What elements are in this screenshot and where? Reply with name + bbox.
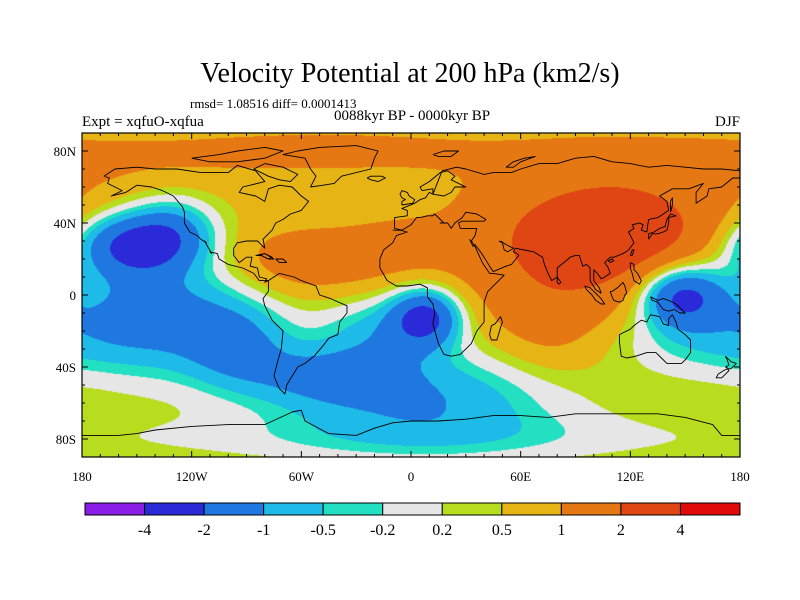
axis-ticks [81, 132, 741, 458]
new-guinea-coast [650, 296, 686, 314]
east-asia-coast [469, 177, 740, 294]
north-america-coast [103, 164, 310, 283]
colorbar-swatch [203, 502, 265, 516]
hainan-coast [607, 258, 615, 264]
stats-label: rmsd= 1.08516 diff= 0.0001413 [190, 96, 356, 111]
y-tick-label: 40S [56, 360, 76, 375]
colorbar-swatch [620, 502, 681, 516]
y-tick-label: 80N [54, 144, 77, 159]
cuba-coast [257, 253, 273, 260]
y-tick-label: 40N [54, 216, 77, 231]
hudson-bay-islands-coast [253, 163, 299, 183]
svalbard-coast [432, 150, 459, 157]
colorbar-label: -2 [197, 522, 210, 539]
sri-lanka-coast [556, 276, 562, 285]
greenland-coast [282, 145, 379, 188]
iceland-coast [366, 175, 386, 183]
colorbar-label: -1 [257, 522, 270, 539]
colorbar-label: -4 [138, 522, 151, 539]
colorbar-label: 4 [676, 522, 684, 539]
novaya-zemlya-coast [505, 155, 536, 168]
season-label: DJF [715, 114, 740, 130]
colorbar-swatch [560, 502, 622, 516]
japan-coast [648, 213, 677, 240]
colorbar-swatch [679, 502, 741, 516]
arabian-gulf-coast [498, 240, 514, 253]
colorbar-swatch [441, 502, 503, 516]
madagascar-coast [489, 316, 503, 341]
sakhalin-coast [670, 197, 673, 213]
colorbar-swatch [144, 502, 205, 516]
period-label: 0088kyr BP - 0000kyr BP [334, 108, 490, 124]
x-tick-label: 180 [72, 469, 92, 484]
sumatra-coast [584, 285, 606, 305]
eurasia-africa-coast [379, 155, 741, 357]
colorbar-swatch [84, 502, 146, 516]
coastlines [82, 145, 741, 436]
x-tick-label: 60W [289, 469, 315, 484]
y-tick-label: 0 [70, 288, 77, 303]
arctic-islands-coast [191, 146, 284, 163]
y-tick-labels: 80N 40N 0 40S 80S [54, 144, 77, 447]
colorbar-label: -0.5 [311, 522, 336, 539]
colorbar-label: 0.5 [492, 522, 512, 539]
experiment-label: Expt = xqfuO-xqfua [82, 114, 204, 130]
colorbar-swatch [263, 502, 324, 516]
new-zealand-south-coast [715, 368, 730, 379]
australia-coast [618, 314, 692, 364]
colorbar-swatch [382, 502, 443, 516]
velocity-potential-field [82, 133, 740, 457]
x-tick-label: 0 [408, 469, 415, 484]
philippines-coast [629, 262, 642, 285]
colorbar-swatch [322, 502, 384, 516]
x-tick-label: 60E [510, 469, 531, 484]
colorbar: -4 -2 -1 -0.5 -0.2 0.2 0.5 1 2 4 [84, 502, 741, 539]
colorbar-label: 2 [617, 522, 625, 539]
x-tick-labels: 180 120W 60W 0 60E 120E 180 [72, 469, 750, 484]
x-tick-label: 120W [176, 469, 209, 484]
colorbar-label: 0.2 [432, 522, 452, 539]
taiwan-coast [629, 249, 635, 256]
x-tick-label: 180 [730, 469, 750, 484]
uk-coast [399, 190, 416, 206]
map-panel [81, 132, 741, 458]
south-america-coast [262, 272, 348, 395]
borneo-coast [609, 281, 628, 303]
colorbar-label: -0.2 [370, 522, 395, 539]
colorbar-swatch [501, 502, 562, 516]
colorbar-label: 1 [557, 522, 565, 539]
chart-title: Velocity Potential at 200 hPa (km2/s) [200, 58, 619, 89]
x-tick-label: 120E [617, 469, 645, 484]
antarctica-coast [82, 409, 740, 436]
hispaniola-coast [275, 258, 288, 264]
new-zealand-coast [724, 355, 737, 370]
y-tick-label: 80S [56, 432, 76, 447]
